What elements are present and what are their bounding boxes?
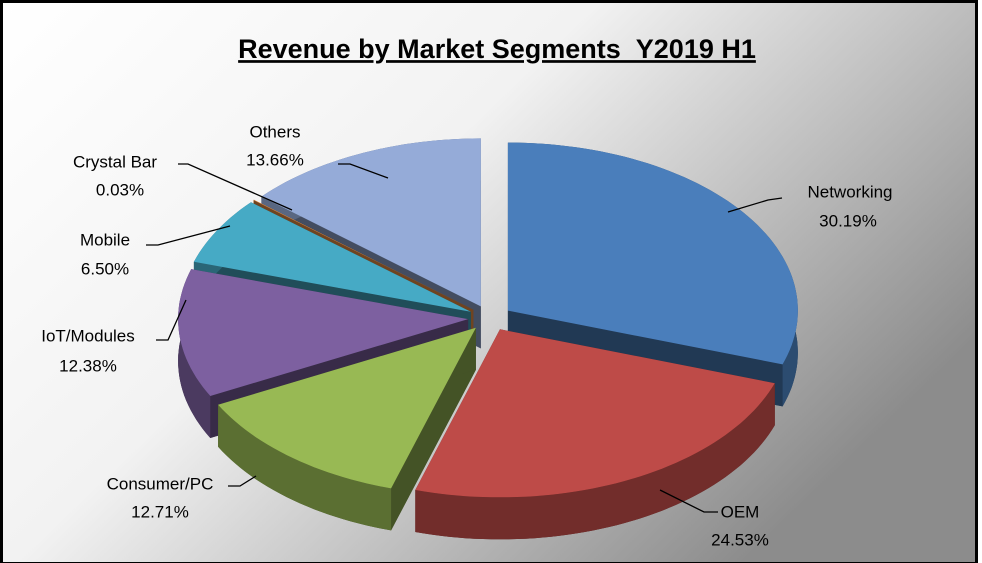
leader-line <box>156 299 187 341</box>
leader-line <box>659 489 718 513</box>
slice-top <box>253 199 474 310</box>
slice-top <box>261 138 481 307</box>
slice-top <box>193 202 471 312</box>
labels: Networking 30.19% OEM 24.53% Consumer/PC 12.7… <box>41 122 892 549</box>
category-label: Consumer/PC <box>107 474 214 493</box>
pie-slice <box>218 327 476 531</box>
category-label: Crystal Bar <box>73 152 157 171</box>
slice-wall <box>218 404 392 531</box>
category-label: OEM <box>721 502 760 521</box>
category-label: IoT/Modules <box>41 326 135 345</box>
leader-line <box>338 163 389 179</box>
category-label: Mobile <box>80 230 130 249</box>
category-label: Others <box>249 122 300 141</box>
value-label: 12.71% <box>131 502 189 521</box>
chart-title: Revenue by Market Segments_Y2019 H1 <box>238 34 756 64</box>
category-label: Networking <box>807 182 892 201</box>
value-label: 24.53% <box>711 530 769 549</box>
value-label: 30.19% <box>819 211 877 230</box>
slice-side <box>391 327 476 531</box>
value-label: 0.03% <box>96 180 144 199</box>
pie <box>178 138 798 540</box>
leader-line <box>228 475 257 487</box>
pie-slice <box>415 329 775 540</box>
value-label: 12.38% <box>59 356 117 375</box>
value-label: 6.50% <box>81 259 129 278</box>
slice-top <box>507 142 798 365</box>
leader-line <box>178 163 293 211</box>
slice-top <box>178 269 469 396</box>
slice-top <box>415 329 775 498</box>
leader-line <box>146 225 231 246</box>
value-label: 13.66% <box>246 150 304 169</box>
slice-top <box>218 327 476 489</box>
slice-wall <box>415 383 775 540</box>
leader-line <box>727 197 783 213</box>
